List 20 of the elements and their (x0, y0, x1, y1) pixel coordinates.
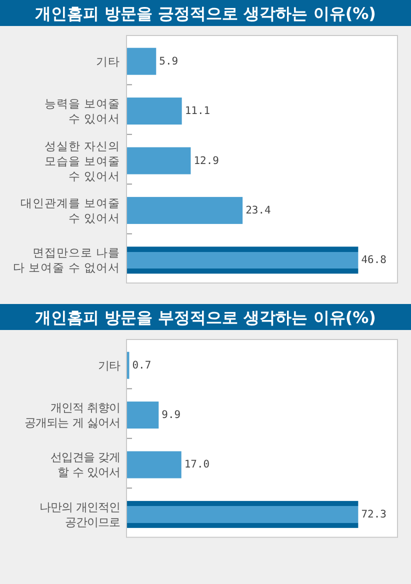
category-label: 능력을 보여줄 수 있어서 (44, 96, 120, 126)
title: 개인홈피 방문을 부정적으로 생각하는 이유(%) (0, 304, 411, 330)
category-label: 면접만으로 나를 다 보여줄 수 없어서 (13, 246, 120, 275)
category-label: 기타 (98, 358, 120, 372)
category-label: 나만의 개인적인 공간이므로 (39, 499, 120, 528)
value-label: 12.9 (194, 154, 220, 167)
value-label: 11.1 (184, 105, 210, 118)
category-label: 개인적 취향이 공개되는 게 싫어서 (24, 400, 120, 430)
value-label: 46.8 (361, 254, 386, 266)
category-label: 선입견을 갖게 할 수 있어서 (50, 450, 120, 479)
value-label: 72.3 (361, 508, 386, 520)
value-label: 0.7 (132, 358, 152, 371)
category-label: 기타 (96, 54, 120, 68)
value-label: 23.4 (246, 204, 271, 216)
category-label: 성실한 자신의 모습을 보여줄 수 있어서 (44, 138, 120, 183)
value-label: 17.0 (184, 458, 210, 470)
value-label: 5.9 (159, 55, 178, 68)
value-label: 9.9 (162, 408, 181, 421)
title: 개인홈피 방문을 긍정적으로 생각하는 이유(%) (0, 0, 411, 26)
category-label: 대인관계를 보여줄 수 있어서 (20, 196, 120, 225)
